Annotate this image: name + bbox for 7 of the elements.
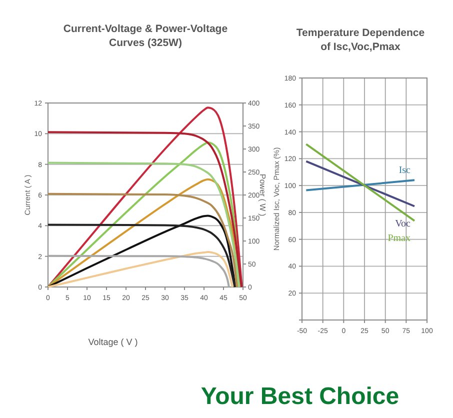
chart-title: Temperature Dependence of Isc,Voc,Pmax — [296, 27, 425, 53]
series-label: Isc — [398, 165, 412, 176]
series-label: Pmax — [388, 232, 410, 244]
y2-axis-title: Power ( W ) — [258, 174, 267, 216]
chart-title: Current-Voltage & Power-Voltage Curves (325W) — [63, 23, 228, 49]
x-axis-title: Voltage ( V ) — [88, 337, 138, 347]
text: Your Best Choice — [200, 383, 400, 410]
